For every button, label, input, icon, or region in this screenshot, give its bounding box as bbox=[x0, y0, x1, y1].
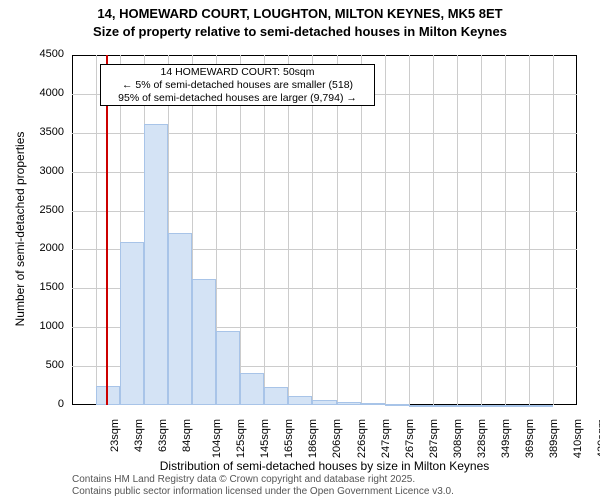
x-tick-label: 430sqm bbox=[596, 419, 600, 458]
y-tick-label: 1500 bbox=[0, 281, 64, 293]
histogram-bar bbox=[529, 405, 553, 407]
page-title-line1: 14, HOMEWARD COURT, LOUGHTON, MILTON KEY… bbox=[0, 6, 600, 21]
y-axis-label: Number of semi-detached properties bbox=[13, 79, 27, 379]
histogram-bar bbox=[120, 242, 144, 405]
x-gridline bbox=[481, 55, 482, 405]
x-tick-label: 328sqm bbox=[476, 419, 488, 458]
x-gridline bbox=[433, 55, 434, 405]
y-tick-label: 4500 bbox=[0, 48, 64, 60]
x-gridline bbox=[264, 55, 265, 405]
y-tick-label: 1000 bbox=[0, 320, 64, 332]
x-gridline bbox=[337, 55, 338, 405]
x-tick-label: 43sqm bbox=[133, 419, 145, 452]
x-tick-label: 186sqm bbox=[308, 419, 320, 458]
x-tick-label: 226sqm bbox=[356, 419, 368, 458]
x-tick-label: 63sqm bbox=[157, 419, 169, 452]
histogram-bar bbox=[457, 405, 481, 407]
y-tick-label: 2000 bbox=[0, 242, 64, 254]
x-gridline bbox=[385, 55, 386, 405]
x-gridline bbox=[457, 55, 458, 405]
x-tick-label: 165sqm bbox=[283, 419, 295, 458]
x-tick-label: 84sqm bbox=[181, 419, 193, 452]
x-gridline bbox=[96, 55, 97, 405]
x-gridline bbox=[240, 55, 241, 405]
x-gridline bbox=[409, 55, 410, 405]
x-gridline bbox=[505, 55, 506, 405]
x-tick-label: 247sqm bbox=[380, 419, 392, 458]
x-tick-label: 410sqm bbox=[572, 419, 584, 458]
y-tick-label: 3500 bbox=[0, 126, 64, 138]
x-tick-label: 267sqm bbox=[404, 419, 416, 458]
page-title-line2: Size of property relative to semi-detach… bbox=[0, 24, 600, 39]
x-tick-label: 349sqm bbox=[500, 419, 512, 458]
x-gridline bbox=[361, 55, 362, 405]
histogram-bar bbox=[433, 405, 457, 407]
x-tick-label: 206sqm bbox=[332, 419, 344, 458]
annotation-box: 14 HOMEWARD COURT: 50sqm← 5% of semi-det… bbox=[100, 64, 375, 106]
x-gridline bbox=[312, 55, 313, 405]
x-tick-label: 369sqm bbox=[524, 419, 536, 458]
x-tick-label: 125sqm bbox=[235, 419, 247, 458]
histogram-bar bbox=[96, 386, 120, 405]
histogram-bar bbox=[337, 402, 361, 405]
histogram-bar bbox=[409, 405, 433, 407]
footer-line2: Contains public sector information licen… bbox=[72, 486, 454, 497]
property-marker-line bbox=[106, 55, 108, 405]
x-gridline bbox=[553, 55, 554, 405]
histogram-bar bbox=[361, 403, 385, 405]
histogram-bar bbox=[288, 396, 312, 405]
annotation-line2: ← 5% of semi-detached houses are smaller… bbox=[104, 79, 371, 92]
x-tick-label: 389sqm bbox=[548, 419, 560, 458]
y-tick-label: 4000 bbox=[0, 87, 64, 99]
x-tick-label: 145sqm bbox=[259, 419, 271, 458]
y-tick-label: 0 bbox=[0, 398, 64, 410]
histogram-bar bbox=[216, 331, 240, 405]
histogram-bar bbox=[144, 124, 168, 405]
x-tick-label: 104sqm bbox=[211, 419, 223, 458]
footer-line1: Contains HM Land Registry data © Crown c… bbox=[72, 474, 415, 485]
annotation-line3: 95% of semi-detached houses are larger (… bbox=[104, 92, 371, 105]
x-tick-label: 287sqm bbox=[428, 419, 440, 458]
histogram-bar bbox=[505, 405, 529, 407]
annotation-line1: 14 HOMEWARD COURT: 50sqm bbox=[104, 66, 371, 79]
x-gridline bbox=[529, 55, 530, 405]
x-tick-label: 23sqm bbox=[109, 419, 121, 452]
histogram-bar bbox=[168, 233, 192, 405]
histogram-bar bbox=[481, 405, 505, 407]
y-tick-label: 3000 bbox=[0, 165, 64, 177]
x-tick-label: 308sqm bbox=[452, 419, 464, 458]
histogram-bar bbox=[240, 373, 264, 405]
y-tick-label: 2500 bbox=[0, 204, 64, 216]
histogram-bar bbox=[264, 387, 288, 405]
x-gridline bbox=[288, 55, 289, 405]
x-axis-label: Distribution of semi-detached houses by … bbox=[72, 459, 577, 473]
y-tick-label: 500 bbox=[0, 359, 64, 371]
histogram-bar bbox=[192, 279, 216, 405]
histogram-bar bbox=[385, 404, 409, 406]
histogram-bar bbox=[312, 400, 336, 405]
